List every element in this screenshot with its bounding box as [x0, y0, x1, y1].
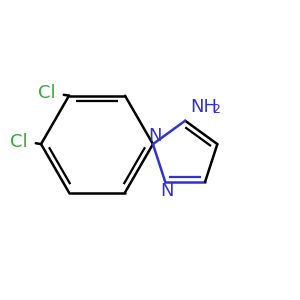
Text: Cl: Cl [38, 84, 56, 102]
Text: NH: NH [190, 98, 218, 116]
Text: 2: 2 [212, 103, 220, 116]
Text: N: N [160, 182, 173, 200]
Text: Cl: Cl [10, 133, 28, 151]
Text: N: N [148, 127, 162, 145]
